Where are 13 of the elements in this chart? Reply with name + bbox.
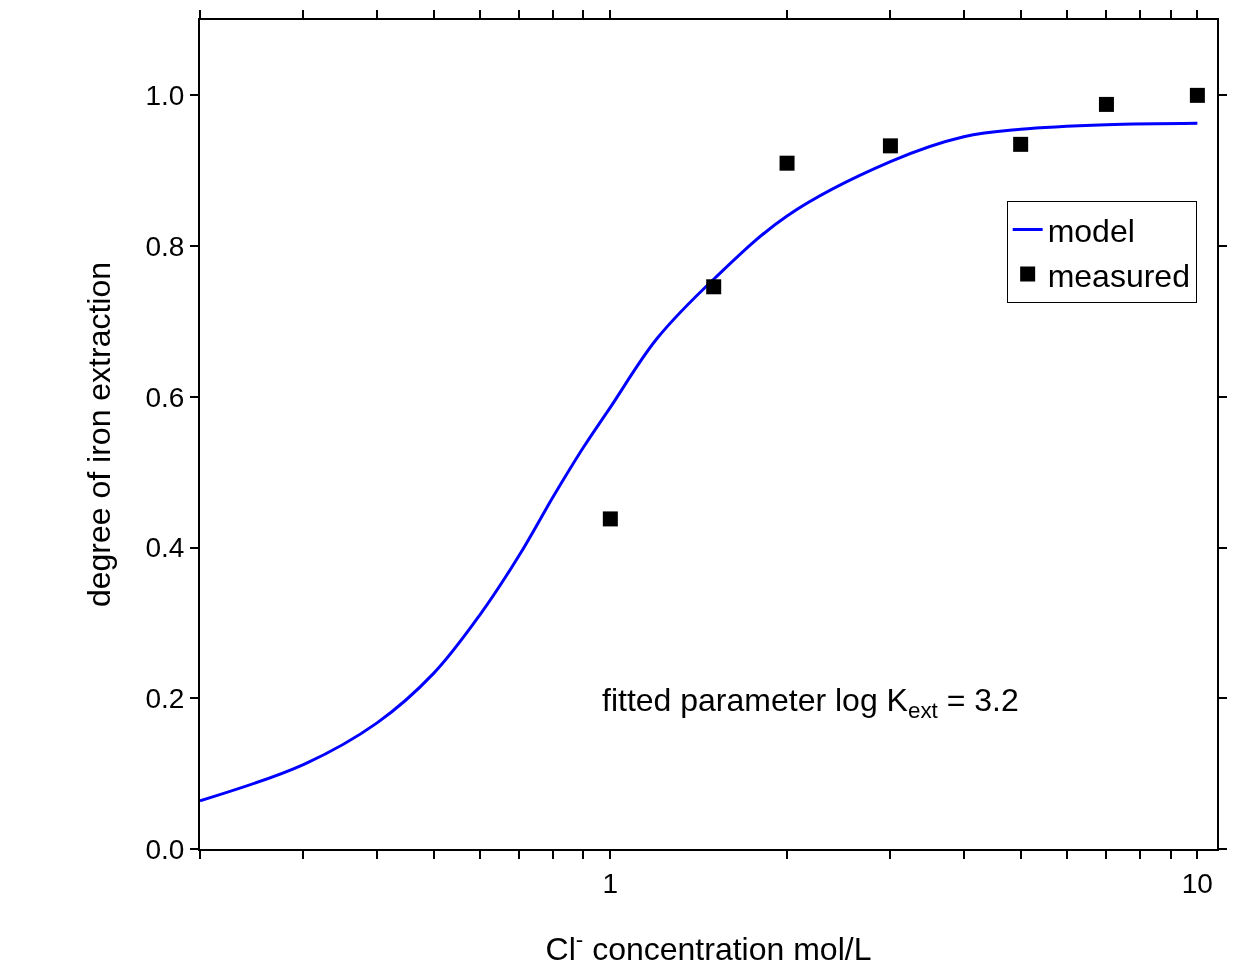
y-tick-label: 0.4 [145,532,185,564]
y-tick-label: 0.6 [145,381,185,413]
legend-label: model [1047,212,1135,249]
y-axis-title: degree of iron extraction [81,261,118,608]
legend-label: measured [1047,257,1190,294]
y-tick-label: 0.2 [145,683,185,715]
y-tick-label: 0.0 [145,833,185,865]
x-axis-title: Cl$^{-}$ concentration mol/L [545,926,872,967]
x-tick-label: 1 [602,867,619,899]
x-tick-label: 10 [1181,867,1213,899]
y-tick-label: 0.8 [145,230,185,262]
annotation: fitted parameter log K$_{ext}$ = 3.2 [602,682,1019,723]
y-tick-label: 1.0 [145,80,185,112]
